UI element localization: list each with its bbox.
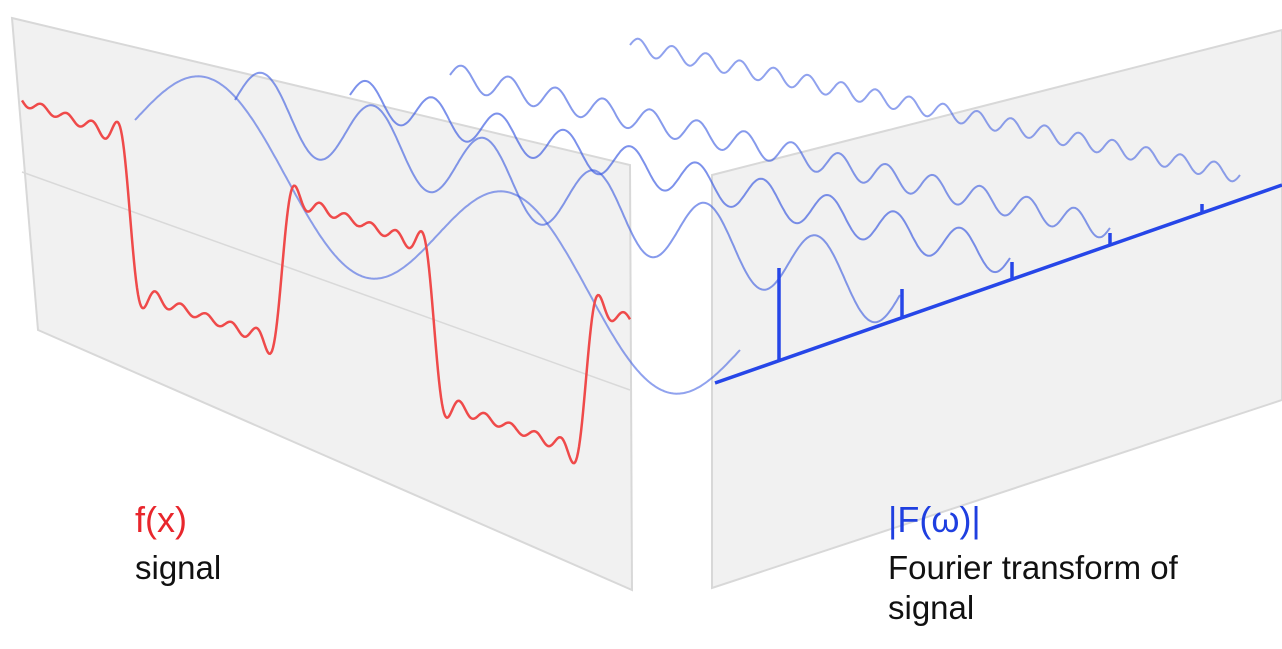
signal-caption: signal	[135, 548, 221, 588]
spectrum-plane	[712, 30, 1282, 588]
transform-caption: Fourier transform of signal	[888, 548, 1273, 628]
page: f(x) signal |F(ω)| Fourier transform of …	[0, 0, 1282, 649]
signal-symbol: f(x)	[135, 500, 187, 540]
transform-symbol: |F(ω)|	[888, 500, 981, 540]
